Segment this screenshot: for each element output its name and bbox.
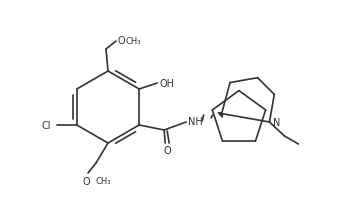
Text: O: O (163, 145, 171, 155)
Text: CH₃: CH₃ (96, 177, 111, 186)
Text: CH₃: CH₃ (126, 36, 142, 45)
Text: Cl: Cl (41, 121, 51, 130)
Text: O: O (118, 36, 126, 46)
Text: O: O (82, 176, 90, 186)
Text: OH: OH (159, 79, 174, 89)
Text: NH: NH (188, 116, 203, 126)
Text: N: N (274, 117, 281, 127)
